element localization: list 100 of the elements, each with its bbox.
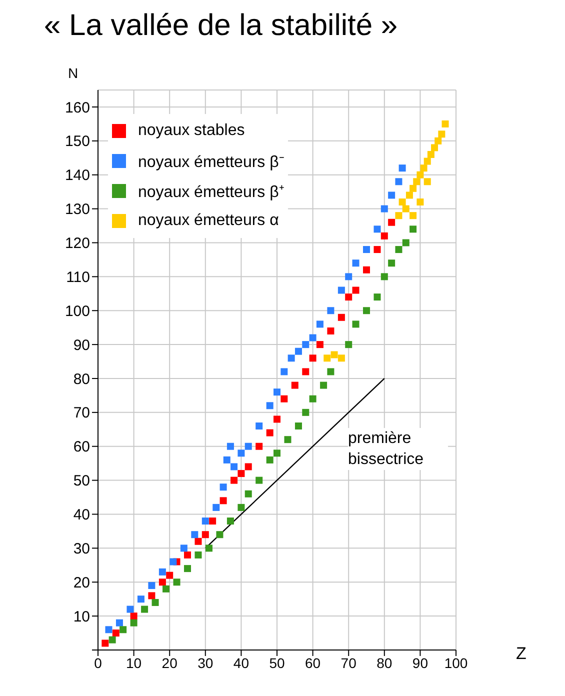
point [327, 368, 334, 376]
point [256, 442, 263, 450]
point [137, 596, 144, 603]
point [220, 497, 227, 504]
point [338, 354, 345, 362]
point [202, 518, 209, 525]
point [352, 320, 360, 328]
x-tick-label: 70 [340, 654, 357, 671]
point [194, 551, 202, 558]
y-tick-label: 100 [64, 302, 90, 320]
point [238, 504, 245, 511]
point [316, 320, 324, 328]
point [158, 568, 166, 576]
legend-label: noyaux stables [138, 122, 245, 140]
point [108, 636, 116, 644]
point [244, 463, 252, 470]
y-tick-label: 10 [73, 608, 90, 626]
point [238, 470, 245, 478]
y-tick-label: 120 [64, 235, 90, 252]
x-tick-label: 100 [444, 654, 468, 671]
point [120, 626, 127, 634]
point [398, 164, 406, 172]
point [280, 395, 288, 402]
point [424, 178, 431, 186]
y-axis-title: N [68, 65, 78, 81]
point [338, 286, 345, 294]
point [212, 504, 220, 511]
point [162, 585, 170, 592]
point [395, 246, 402, 254]
point [363, 246, 370, 254]
point [410, 184, 417, 192]
y-tick-label: 30 [73, 540, 90, 558]
point [130, 619, 138, 626]
point [152, 598, 159, 606]
point [194, 538, 202, 545]
point [324, 354, 331, 362]
point [284, 436, 292, 444]
point [230, 476, 238, 484]
point [216, 531, 224, 538]
point [116, 619, 123, 626]
point [158, 578, 166, 586]
point [244, 442, 252, 450]
point [166, 572, 174, 579]
y-tick-label: 70 [73, 404, 90, 422]
point [410, 212, 417, 220]
y-tick-label: 20 [73, 574, 90, 592]
point [126, 606, 134, 613]
point [209, 518, 216, 525]
point [374, 246, 381, 254]
point [184, 565, 191, 572]
y-tick-label: 80 [73, 370, 90, 388]
point [291, 382, 298, 389]
y-tick-label: 90 [73, 336, 90, 354]
point [402, 205, 410, 212]
point [374, 294, 381, 301]
point [374, 226, 381, 233]
point [330, 351, 338, 358]
x-tick-label: 0 [94, 654, 102, 671]
point [302, 341, 310, 348]
point [170, 558, 177, 566]
point [230, 463, 238, 470]
point [294, 348, 302, 355]
x-tick-label: 50 [269, 654, 285, 671]
x-tick-label: 20 [162, 654, 178, 671]
x-tick-label: 30 [198, 654, 214, 671]
point [184, 551, 191, 558]
point [406, 192, 413, 199]
point [327, 307, 334, 314]
point [416, 171, 424, 178]
y-tick-label: 150 [64, 133, 90, 150]
x-tick-label: 60 [305, 654, 321, 671]
point [309, 354, 316, 362]
point [274, 416, 280, 423]
point [380, 273, 388, 280]
point [420, 164, 428, 172]
point [427, 150, 434, 158]
point [434, 137, 442, 144]
point [223, 456, 230, 464]
point [363, 307, 370, 314]
legend-label: noyaux émetteurs β⁻ [138, 153, 284, 172]
y-tick-label: 140 [64, 167, 90, 184]
point [112, 630, 120, 637]
annotation: première bissectrice [348, 428, 448, 470]
point [327, 327, 334, 334]
point [309, 395, 316, 402]
point [395, 212, 402, 220]
point [316, 341, 324, 348]
point [256, 476, 263, 484]
point [345, 341, 352, 348]
point [130, 612, 138, 620]
x-tick-label: 80 [376, 654, 392, 671]
point [280, 368, 288, 376]
point [256, 422, 263, 430]
point [302, 408, 310, 416]
point [180, 544, 188, 552]
point [410, 226, 417, 233]
point [413, 178, 420, 186]
point [226, 442, 234, 450]
y-tick-label: 130 [64, 201, 90, 218]
point [395, 178, 402, 186]
